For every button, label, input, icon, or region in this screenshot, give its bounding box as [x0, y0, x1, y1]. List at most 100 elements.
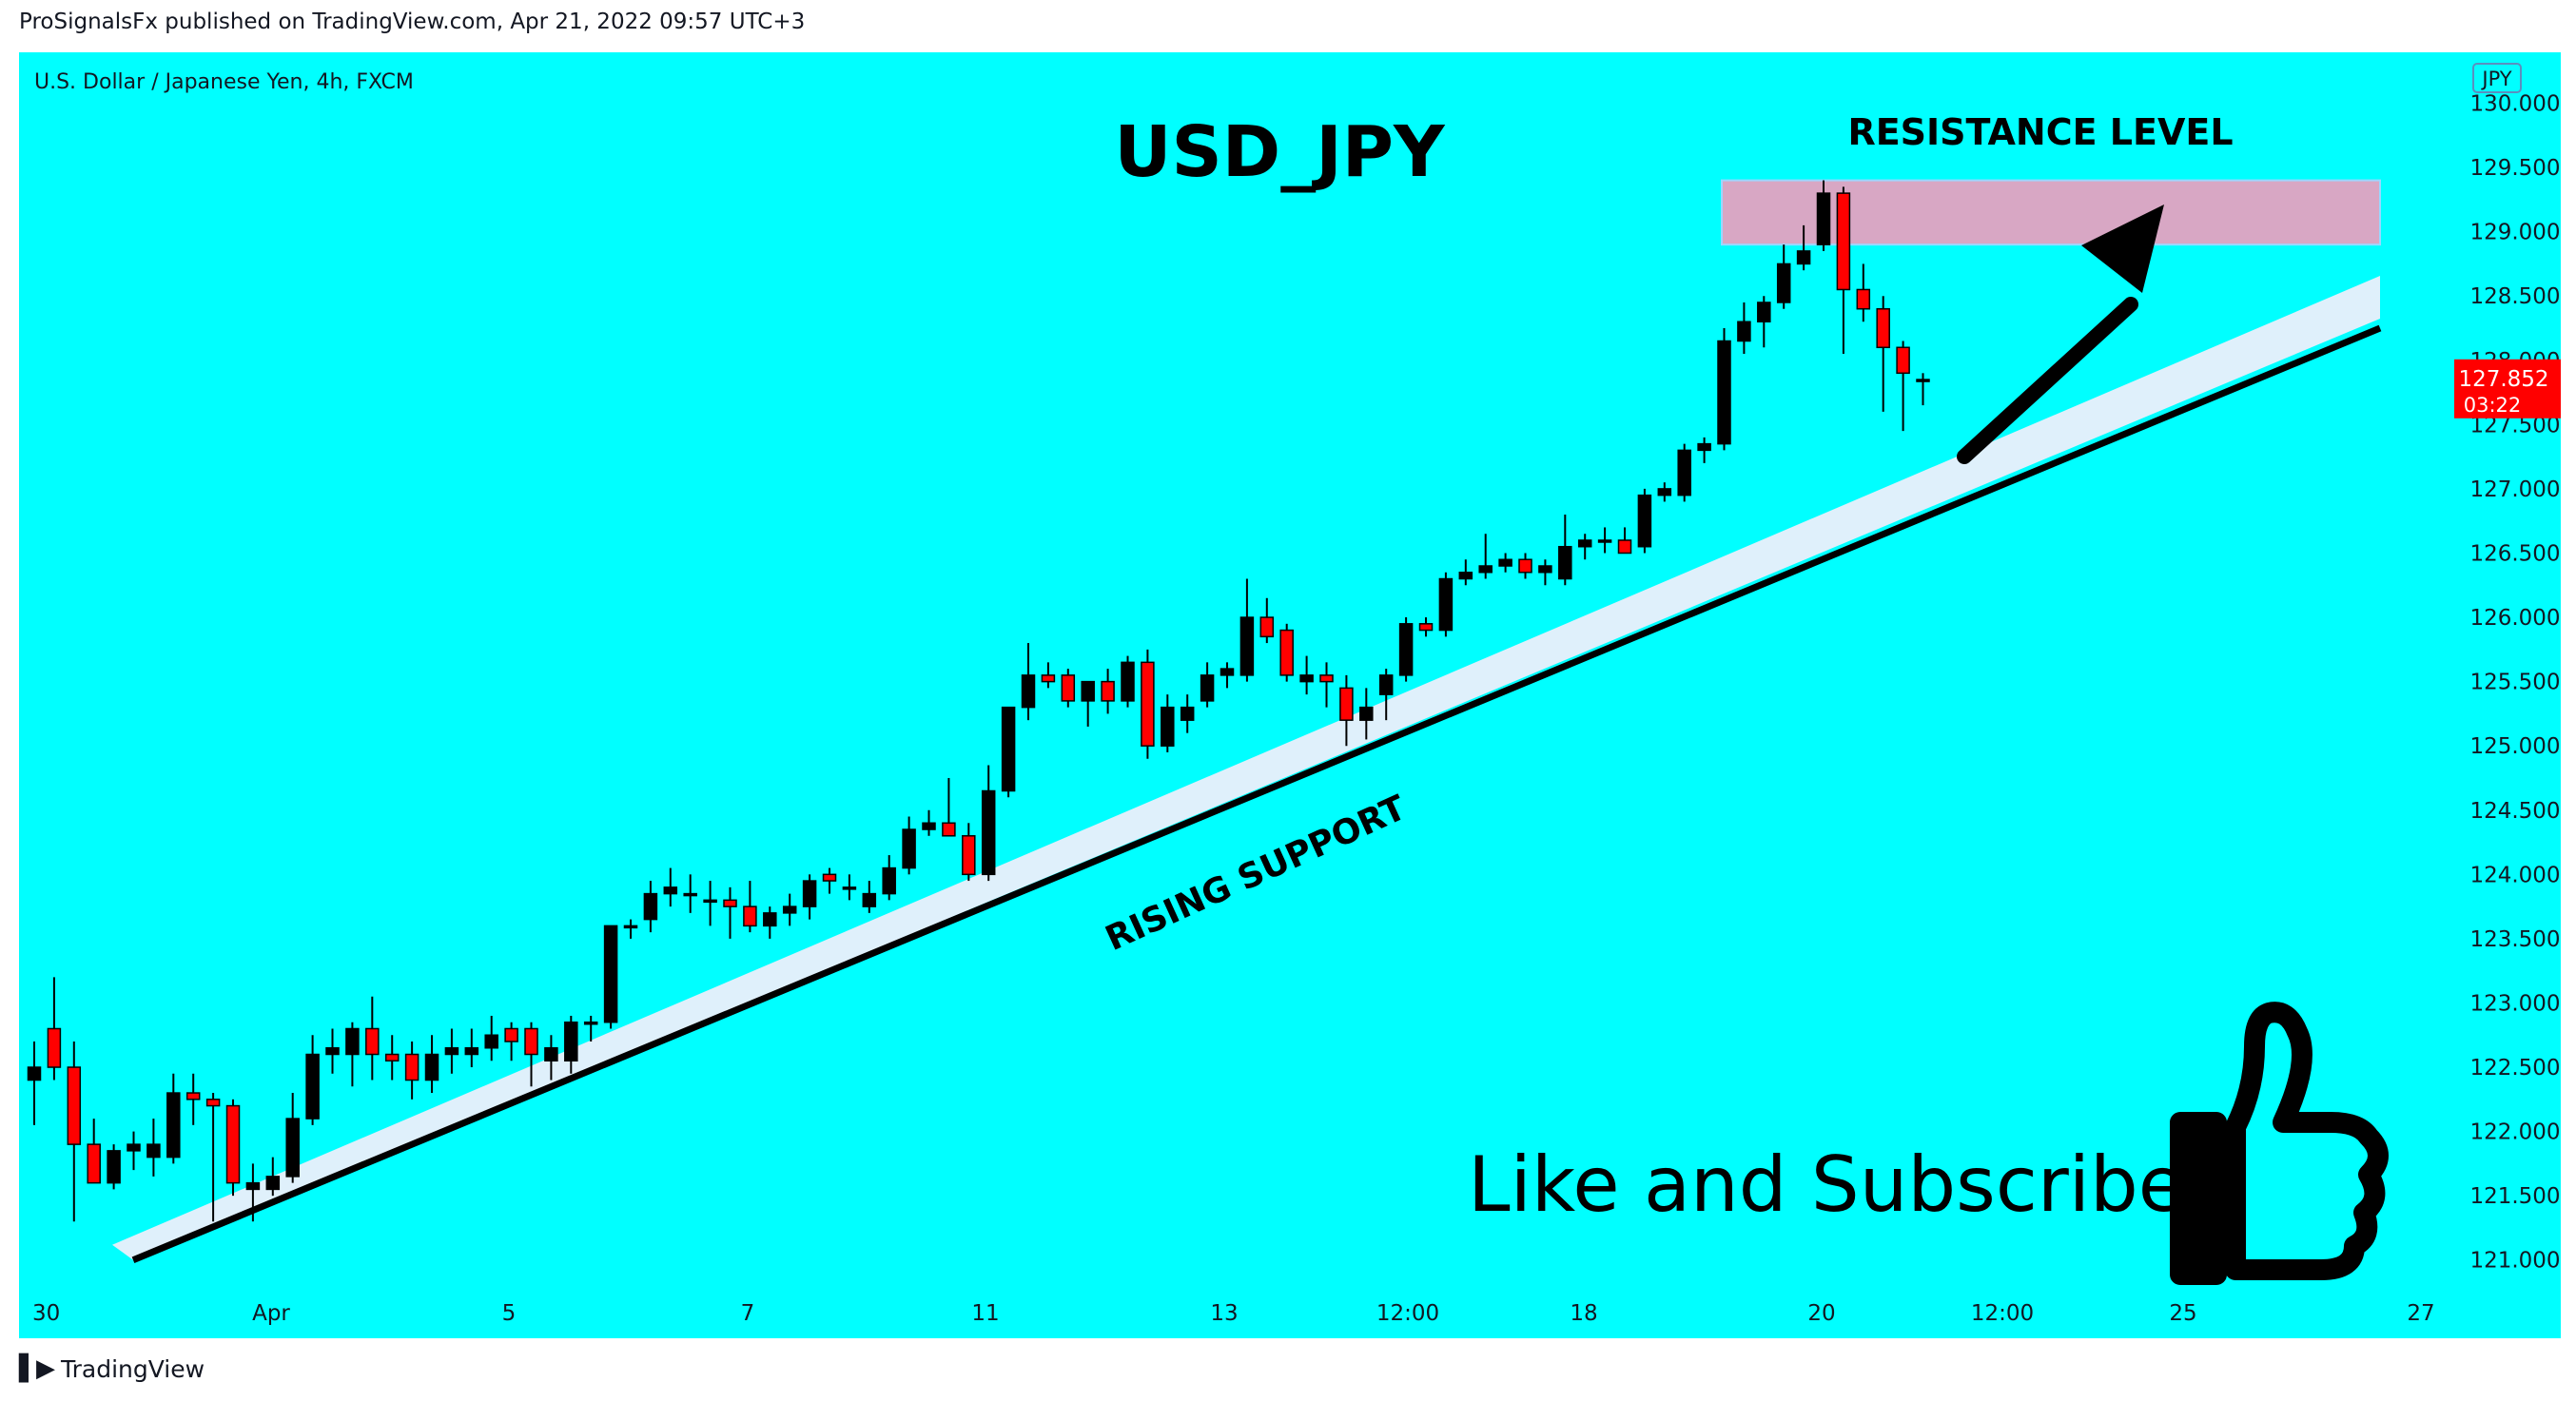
last-price-badge [2454, 359, 2561, 419]
price-tick: 126.500 [2469, 541, 2560, 566]
bull-candle [325, 1047, 340, 1056]
price-tick: 123.000 [2469, 991, 2560, 1016]
bear-candle [404, 1053, 420, 1081]
time-tick: 12:00 [1971, 1301, 2034, 1326]
last-price-value: 127.852 [2458, 367, 2548, 392]
bull-candle [1180, 706, 1195, 721]
resistance-zone [1721, 179, 2381, 246]
bull-candle [484, 1034, 498, 1049]
bull-candle [1438, 577, 1454, 632]
bull-candle [1796, 250, 1811, 265]
price-tick: 127.000 [2469, 477, 2560, 502]
price-tick: 121.500 [2469, 1184, 2560, 1209]
bear-candle [67, 1066, 82, 1145]
bear-candle [1836, 192, 1851, 291]
bull-candle [1081, 680, 1095, 702]
bear-candle [942, 822, 956, 837]
bear-candle [1876, 307, 1890, 349]
time-tick: 12:00 [1376, 1301, 1439, 1326]
bull-candle [265, 1176, 281, 1191]
resistance-label: RESISTANCE LEVEL [1847, 111, 2233, 153]
bull-candle [464, 1047, 479, 1056]
bull-candle [166, 1092, 181, 1159]
bear-candle [1101, 680, 1115, 702]
bull-candle [782, 905, 797, 914]
price-tick: 124.000 [2469, 863, 2560, 887]
time-tick: 25 [2169, 1301, 2196, 1326]
bear-candle [1518, 558, 1532, 574]
bull-candle [683, 892, 697, 897]
bear-candle [205, 1099, 221, 1107]
bear-candle [1896, 346, 1910, 375]
bull-candle [862, 892, 877, 907]
bear-candle [225, 1104, 241, 1184]
bull-candle [1498, 558, 1512, 567]
bull-candle [981, 789, 996, 876]
arrow-head-icon [2081, 204, 2164, 293]
bull-candle [345, 1027, 360, 1056]
bull-candle [424, 1053, 439, 1081]
price-tick: 125.000 [2469, 734, 2560, 759]
bull-candle [663, 886, 678, 895]
tradingview-logo-icon: ▌▶ [19, 1354, 55, 1383]
bull-candle [1816, 192, 1831, 245]
bull-candle [1637, 494, 1652, 548]
bull-candle [245, 1181, 261, 1191]
publisher-line: ProSignalsFx published on TradingView.co… [19, 10, 806, 34]
time-tick: 13 [1210, 1301, 1238, 1326]
bull-candle [1378, 674, 1394, 695]
candlestick-chart[interactable]: U.S. Dollar / Japanese Yen, 4h, FXCM USD_… [19, 52, 2561, 1338]
bull-candle [922, 822, 936, 830]
bull-candle [1001, 706, 1016, 792]
support-band [112, 276, 2380, 1260]
tradingview-brand: TradingView [61, 1354, 205, 1383]
bull-candle [1299, 674, 1314, 683]
bull-candle [603, 925, 618, 1023]
bear-candle [1418, 623, 1434, 632]
bull-candle [1916, 379, 1930, 382]
price-tick: 122.500 [2469, 1056, 2560, 1081]
time-tick: 20 [1807, 1301, 1835, 1326]
bull-candle [1577, 539, 1592, 548]
bear-candle [1041, 674, 1056, 683]
price-axis [2416, 52, 2561, 1338]
currency-badge [2472, 63, 2522, 93]
bull-candle [902, 828, 916, 869]
bear-candle [723, 899, 737, 907]
bull-candle [444, 1047, 459, 1056]
chart-panel[interactable]: U.S. Dollar / Japanese Yen, 4h, FXCM USD_… [19, 52, 2561, 1338]
time-tick: 30 [32, 1301, 60, 1326]
bull-candle [1161, 706, 1175, 747]
bear-candle [1339, 687, 1354, 721]
price-tick: 129.500 [2469, 156, 2560, 181]
bull-candle [643, 892, 658, 921]
price-tick: 125.500 [2469, 671, 2560, 695]
arrow-shaft [1957, 297, 2138, 464]
bull-candle [703, 899, 717, 904]
price-tick: 124.500 [2469, 799, 2560, 824]
bull-candle [107, 1150, 121, 1184]
symbol-label: U.S. Dollar / Japanese Yen, 4h, FXCM [34, 70, 414, 94]
bull-candle [1021, 674, 1036, 709]
bull-candle [802, 880, 817, 907]
bull-candle [146, 1143, 161, 1159]
bear-candle [1259, 616, 1275, 638]
thumbs-up-icon [2170, 1002, 2389, 1285]
price-tick: 121.000 [2469, 1249, 2560, 1274]
support-line [131, 324, 2382, 1263]
bull-candle [1458, 572, 1473, 580]
tradingview-logo[interactable]: ▌▶ TradingView [19, 1354, 205, 1383]
price-tick: 122.000 [2469, 1120, 2560, 1145]
bull-candle [1757, 302, 1771, 322]
bear-candle [822, 873, 837, 882]
bull-candle [1121, 661, 1135, 702]
bull-candle [127, 1143, 141, 1152]
bear-candle [1856, 288, 1871, 310]
price-tick: 130.000 [2469, 92, 2560, 117]
bull-candle [623, 925, 638, 929]
bear-candle [47, 1027, 62, 1068]
bull-candle [1478, 565, 1493, 574]
bull-candle [1717, 340, 1731, 445]
bear-candle [1319, 674, 1334, 683]
bull-candle [1657, 488, 1672, 497]
